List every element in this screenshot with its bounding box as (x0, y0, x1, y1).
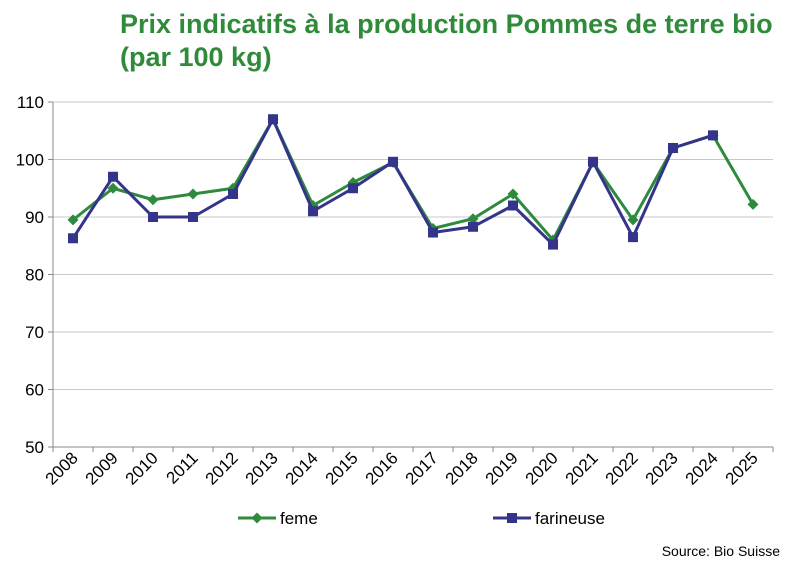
y-tick-label: 70 (25, 323, 44, 342)
data-point-farineuse (388, 156, 398, 167)
x-tick-label: 2019 (482, 448, 522, 488)
legend-item-farineuse: farineuse (493, 509, 605, 528)
x-tick-label: 2022 (602, 448, 642, 488)
data-point-farineuse (708, 130, 718, 141)
legend-marker-farineuse (507, 513, 517, 523)
series-group (67, 113, 759, 250)
data-point-feme (67, 214, 79, 226)
data-point-feme (187, 188, 199, 200)
data-point-feme (747, 198, 759, 210)
x-tick-label: 2010 (122, 448, 162, 488)
x-tick-label: 2017 (402, 448, 442, 488)
x-tick-label: 2015 (322, 448, 362, 488)
x-tick-label: 2025 (722, 448, 762, 488)
y-tick-label: 90 (25, 208, 44, 227)
y-tick-label: 50 (25, 438, 44, 457)
data-point-feme (627, 214, 639, 226)
data-point-farineuse (108, 171, 118, 182)
source-note: Source: Bio Suisse (661, 543, 780, 559)
y-tick-label: 100 (16, 151, 44, 170)
x-axis-tick-labels: 2008 2009 2010 2011 2012 2013 2014 2015 2016 2017… (42, 448, 762, 488)
data-point-farineuse (468, 221, 478, 232)
legend-item-feme: feme (238, 509, 318, 528)
legend-marker-feme (251, 512, 263, 524)
legend-label-feme: feme (280, 509, 318, 528)
data-point-farineuse (428, 227, 438, 238)
y-tick-label: 60 (25, 381, 44, 400)
series-line-feme (72, 117, 755, 242)
data-point-farineuse (508, 200, 518, 211)
gridlines (53, 101, 773, 390)
data-point-farineuse (188, 212, 198, 222)
x-tick-label: 2009 (82, 448, 122, 488)
y-tick-label: 110 (17, 93, 44, 112)
x-tick-label: 2011 (163, 448, 202, 487)
axes (48, 101, 774, 452)
data-point-feme (507, 188, 519, 200)
data-point-farineuse (228, 189, 238, 199)
x-tick-label: 2018 (442, 448, 482, 488)
y-axis-tick-labels: 50 60 70 80 90 100 110 (16, 93, 44, 457)
data-point-farineuse (148, 212, 158, 222)
data-point-farineuse (68, 233, 78, 244)
x-tick-label: 2024 (682, 448, 722, 488)
y-tick-label: 80 (25, 266, 44, 285)
legend: feme farineuse (238, 509, 605, 528)
data-point-farineuse (588, 156, 598, 167)
data-point-feme (147, 194, 159, 206)
x-tick-label: 2020 (522, 448, 562, 488)
x-tick-label: 2013 (242, 448, 282, 488)
data-point-farineuse (268, 114, 278, 125)
x-tick-label: 2014 (282, 448, 322, 488)
data-point-farineuse (668, 143, 678, 153)
series-feme (67, 113, 759, 246)
data-point-farineuse (348, 183, 358, 194)
chart-title: Prix indicatifs à la production Pommes d… (120, 9, 773, 72)
series-farineuse (68, 114, 718, 250)
x-tick-label: 2021 (562, 448, 602, 488)
x-tick-label: 2012 (202, 448, 242, 488)
x-tick-label: 2023 (642, 448, 682, 488)
data-point-farineuse (628, 232, 638, 243)
series-line-farineuse (71, 117, 714, 247)
data-point-feme (107, 182, 119, 194)
x-tick-label: 2016 (362, 448, 402, 488)
x-tick-label: 2008 (42, 448, 82, 488)
data-point-farineuse (308, 206, 318, 217)
data-point-farineuse (548, 239, 558, 250)
data-point-feme (467, 213, 479, 225)
legend-label-farineuse: farineuse (535, 509, 605, 528)
